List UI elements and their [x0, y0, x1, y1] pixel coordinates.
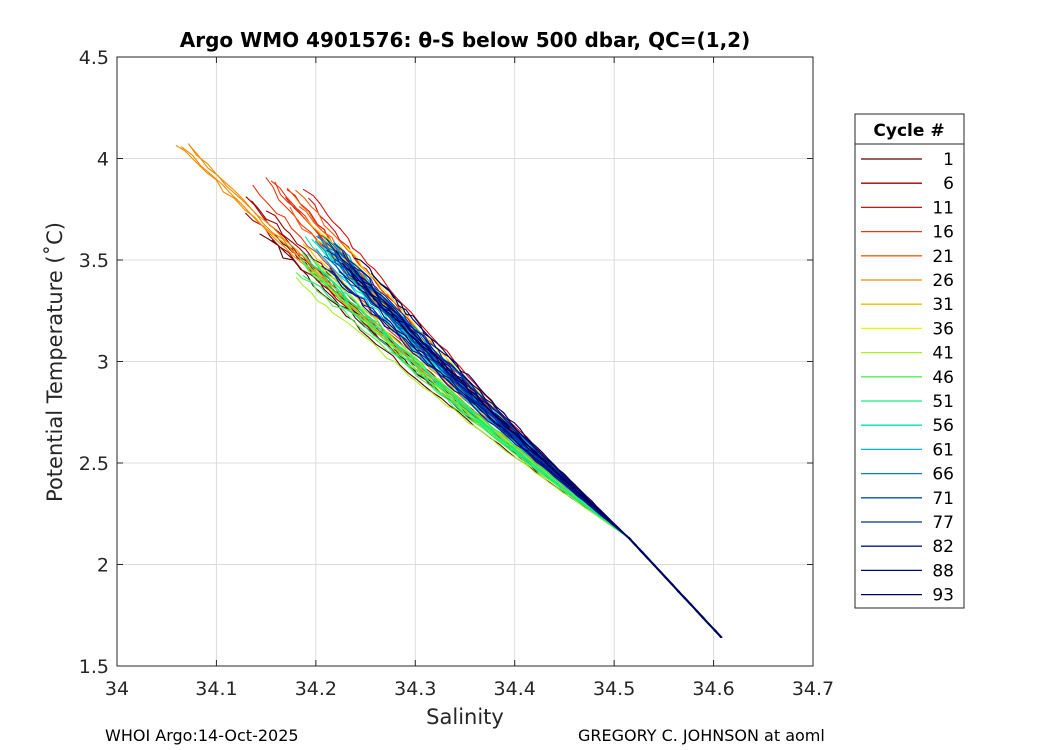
legend-label-cycle-21: 21 [932, 247, 954, 267]
legend-label-cycle-56: 56 [932, 416, 954, 436]
legend-label-cycle-46: 46 [932, 368, 954, 388]
legend-label-cycle-71: 71 [932, 489, 954, 509]
y-tick-label: 3 [97, 352, 109, 374]
legend-label-cycle-26: 26 [932, 271, 954, 291]
legend-label-cycle-1: 1 [943, 150, 954, 170]
y-tick-label: 4.5 [79, 47, 109, 69]
x-tick-label: 34.4 [494, 678, 536, 700]
legend-label-cycle-36: 36 [932, 319, 954, 339]
legend-label-cycle-88: 88 [932, 561, 954, 581]
x-tick-label: 34.2 [295, 678, 337, 700]
x-tick-label: 34.1 [195, 678, 237, 700]
y-tick-label: 3.5 [79, 250, 109, 272]
series-layer [175, 143, 723, 639]
legend-label-cycle-41: 41 [932, 344, 954, 364]
x-axis-ticks: 34 34.1 34.2 34.3 34.4 34.5 34.6 34.7 [105, 57, 834, 700]
legend-label-cycle-16: 16 [932, 223, 954, 243]
x-tick-label: 34.3 [394, 678, 436, 700]
legend-label-cycle-77: 77 [932, 513, 954, 533]
legend-title: Cycle # [873, 121, 944, 141]
y-tick-label: 2 [97, 555, 109, 577]
x-axis-label: Salinity [426, 705, 504, 729]
legend-label-cycle-61: 61 [932, 440, 954, 460]
legend-label-cycle-82: 82 [932, 537, 954, 557]
legend-label-cycle-6: 6 [943, 174, 954, 194]
y-tick-label: 2.5 [79, 453, 109, 475]
legend-label-cycle-93: 93 [932, 586, 954, 606]
legend-label-cycle-11: 11 [932, 198, 954, 218]
y-tick-label: 4 [97, 149, 109, 171]
footer-right: GREGORY C. JOHNSON at aoml [578, 726, 825, 745]
legend-label-cycle-31: 31 [932, 295, 954, 315]
y-tick-label: 1.5 [79, 656, 109, 678]
x-tick-label: 34.5 [593, 678, 635, 700]
footer-left: WHOI Argo:14-Oct-2025 [105, 726, 299, 745]
x-tick-label: 34 [105, 678, 129, 700]
profile-line-cycle-93 [370, 272, 723, 638]
legend: Cycle # 16111621263136414651566166717782… [854, 113, 965, 609]
legend-label-cycle-66: 66 [932, 465, 954, 485]
legend-box [854, 113, 965, 609]
y-axis-ticks: 1.5 2 2.5 3 3.5 4 4.5 [79, 47, 813, 678]
y-axis-label: Potential Temperature (˚C) [43, 222, 67, 502]
legend-label-cycle-51: 51 [932, 392, 954, 412]
x-tick-label: 34.6 [692, 678, 734, 700]
chart-title: Argo WMO 4901576: θ-S below 500 dbar, QC… [180, 28, 750, 52]
x-tick-label: 34.7 [792, 678, 834, 700]
